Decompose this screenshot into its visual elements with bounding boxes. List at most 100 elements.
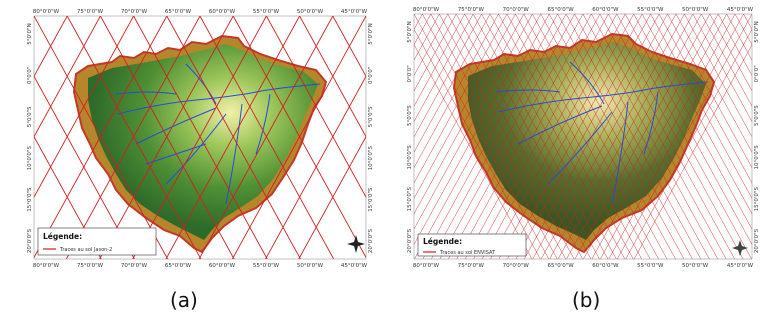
- track-descending: [414, 14, 508, 184]
- track-ascending: [549, 14, 685, 259]
- track-descending: [583, 14, 719, 259]
- track-ascending: [701, 14, 752, 107]
- track-descending: [34, 16, 134, 199]
- tick-label-right: 10°0'0"S: [368, 146, 374, 171]
- track-ascending: [489, 14, 625, 259]
- track-ascending: [481, 14, 617, 259]
- track-ascending: [199, 16, 335, 259]
- tick-label-left: 10°0'0"S: [27, 146, 33, 171]
- track-ascending: [591, 14, 727, 259]
- track-descending: [414, 14, 482, 138]
- track-descending: [557, 14, 694, 259]
- track-ascending: [684, 14, 752, 138]
- tick-label-top: 65°0'0"W: [547, 7, 574, 13]
- track-ascending: [675, 14, 752, 153]
- tick-label-bottom: 60°0'0"W: [592, 263, 619, 269]
- track-ascending: [641, 14, 752, 215]
- map-a-svg: 80°0'0"W 80°0'0"W 75°0'0"W 75°0'0"W 70°0'0"W…: [27, 9, 374, 269]
- track-descending: [422, 14, 558, 259]
- track-ascending: [557, 14, 693, 259]
- track-ascending: [299, 16, 366, 138]
- track-ascending: [709, 14, 752, 92]
- tick-label-top: 60°0'0"W: [209, 9, 236, 15]
- tick-label-right: 0°0'0": [754, 65, 760, 82]
- track-ascending: [726, 14, 752, 61]
- track-descending: [490, 14, 626, 259]
- track-descending: [439, 14, 575, 259]
- track-descending: [549, 14, 685, 259]
- track-descending: [481, 14, 617, 259]
- caption-a: (a): [170, 288, 198, 312]
- track-descending: [34, 16, 35, 17]
- tick-label-right: 5°0'0"N: [368, 23, 374, 44]
- track-ascending: [133, 16, 268, 259]
- compass-rose-icon: [732, 240, 748, 256]
- track-ascending: [414, 44, 533, 259]
- track-ascending: [574, 14, 710, 259]
- track-descending: [524, 14, 660, 259]
- track-ascending: [718, 14, 752, 76]
- tick-label-right: 15°0'0"S: [368, 187, 374, 212]
- compass-rose-icon: [347, 235, 365, 253]
- track-descending: [566, 14, 702, 259]
- track-ascending: [34, 75, 135, 259]
- track-descending: [414, 14, 550, 259]
- tick-label-bottom: 70°0'0"W: [503, 263, 530, 269]
- track-descending: [414, 14, 457, 92]
- track-descending: [507, 14, 643, 259]
- track-descending: [633, 44, 752, 259]
- caption-b: (b): [572, 288, 601, 312]
- track-ascending: [166, 16, 301, 259]
- track-ascending: [414, 28, 541, 259]
- map-panel-a: 80°0'0"W 80°0'0"W 75°0'0"W 75°0'0"W 70°0'0"W…: [16, 4, 384, 274]
- track-descending: [414, 14, 440, 61]
- track-ascending: [625, 14, 752, 245]
- tick-label-top: 45°0'0"W: [341, 9, 368, 15]
- legend-box: Légende: Traces au sol Jason-2: [37, 227, 157, 256]
- tick-label-top: 75°0'0"W: [77, 9, 104, 15]
- track-ascending: [650, 14, 752, 199]
- legend-item: Traces au sol Jason-2: [59, 247, 112, 253]
- tick-label-right: 5°0'0"S: [754, 105, 760, 126]
- track-descending: [34, 16, 101, 138]
- track-ascending: [760, 14, 766, 259]
- legend-item: Traces au sol ENVISAT: [439, 250, 496, 256]
- tick-label-top: 45°0'0"W: [727, 7, 754, 13]
- track-ascending: [34, 135, 102, 259]
- tick-label-left: 10°0'0"S: [407, 145, 413, 170]
- tick-label-left: 5°0'0"S: [407, 105, 413, 126]
- track-descending: [591, 14, 727, 259]
- track-descending: [414, 14, 516, 199]
- legend-box: Légende: Traces au sol ENVISAT: [417, 233, 527, 257]
- track-ascending: [414, 14, 549, 259]
- track-descending: [65, 16, 201, 259]
- track-descending: [414, 14, 474, 123]
- tick-label-right: 10°0'0"S: [754, 145, 760, 170]
- track-descending: [414, 14, 465, 107]
- tick-label-top: 65°0'0"W: [165, 9, 192, 15]
- track-descending: [414, 14, 525, 215]
- track-ascending: [430, 14, 566, 259]
- track-ascending: [582, 14, 718, 259]
- tick-label-top: 75°0'0"W: [458, 7, 485, 13]
- track-descending: [498, 14, 634, 259]
- track-descending: [617, 14, 752, 259]
- track-ascending: [447, 14, 583, 259]
- track-descending: [414, 14, 499, 169]
- tick-label-left: 5°0'0"N: [27, 23, 33, 44]
- track-descending: [532, 14, 668, 259]
- track-ascending: [633, 14, 752, 230]
- legend-title: Légende:: [43, 232, 82, 241]
- tick-label-bottom: 65°0'0"W: [165, 263, 192, 269]
- track-descending: [298, 135, 366, 259]
- track-descending: [456, 14, 592, 259]
- tick-label-bottom: 70°0'0"W: [121, 263, 148, 269]
- ground-tracks: [414, 14, 766, 259]
- track-ascending: [540, 14, 676, 259]
- track-ascending: [616, 14, 752, 259]
- track-ascending: [751, 14, 752, 15]
- track-ascending: [506, 14, 642, 259]
- track-descending: [473, 14, 609, 259]
- tick-label-right: 20°0'0"S: [754, 228, 760, 253]
- tick-label-bottom: 75°0'0"W: [77, 263, 104, 269]
